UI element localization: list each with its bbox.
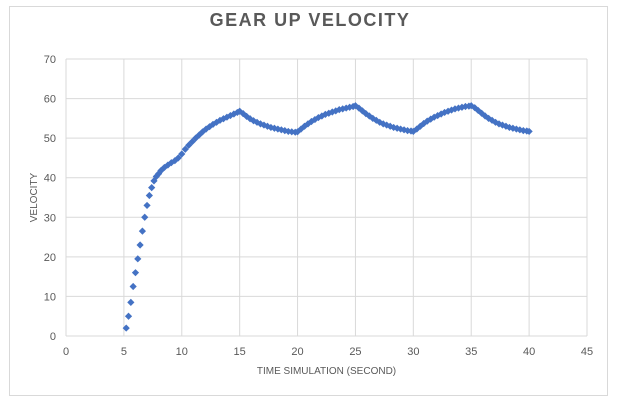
data-point — [300, 122, 309, 130]
data-point — [346, 103, 354, 111]
data-point — [253, 118, 261, 126]
data-point — [205, 123, 214, 131]
data-point — [420, 119, 428, 128]
data-point — [136, 241, 144, 249]
data-point — [212, 118, 221, 126]
data-point — [230, 110, 238, 118]
y-tick-label: 50 — [44, 133, 56, 145]
chart-area — [9, 6, 608, 396]
data-point — [143, 201, 151, 210]
data-point — [495, 120, 503, 128]
data-point — [409, 127, 417, 136]
x-tick-label: 45 — [581, 346, 593, 358]
data-point — [519, 127, 527, 135]
y-tick-label: 70 — [44, 54, 56, 66]
x-tick-label: 30 — [407, 346, 419, 358]
y-tick-label: 30 — [44, 212, 56, 224]
y-axis-label: VELOCITY — [29, 172, 40, 222]
data-point — [223, 113, 231, 121]
data-point — [311, 115, 319, 124]
data-point — [304, 120, 312, 128]
data-point — [512, 125, 520, 133]
data-point — [274, 125, 282, 133]
data-point — [293, 128, 302, 136]
data-point — [440, 108, 449, 117]
data-point — [122, 324, 130, 332]
data-point — [458, 103, 466, 111]
data-point — [339, 105, 347, 113]
data-point — [307, 117, 316, 126]
data-point — [488, 116, 496, 124]
data-point — [525, 127, 533, 136]
data-point — [249, 117, 258, 125]
data-point — [328, 108, 336, 116]
x-tick-label: 25 — [349, 346, 361, 358]
data-point — [138, 227, 147, 235]
data-point — [332, 107, 340, 115]
x-tick-label: 35 — [465, 346, 477, 358]
data-point — [484, 114, 493, 122]
data-point — [451, 105, 459, 113]
y-tick-label: 0 — [50, 331, 56, 343]
x-tick-label: 15 — [234, 346, 246, 358]
data-point — [379, 120, 387, 128]
data-point — [270, 124, 278, 132]
data-point — [131, 269, 140, 277]
data-point — [148, 184, 156, 192]
data-point — [423, 117, 431, 125]
x-tick-label: 5 — [121, 346, 127, 358]
data-point — [134, 255, 142, 263]
data-point — [267, 123, 275, 132]
data-point — [174, 154, 182, 162]
data-point — [145, 191, 153, 200]
data-point — [454, 104, 463, 112]
data-point — [516, 126, 524, 134]
data-point — [129, 282, 137, 291]
data-point — [403, 127, 412, 135]
data-point — [461, 102, 470, 111]
data-point — [498, 121, 507, 129]
data-point — [365, 112, 373, 120]
y-tick-label: 60 — [44, 94, 56, 106]
data-point — [478, 109, 486, 117]
data-point — [491, 118, 500, 126]
data-point — [243, 112, 251, 120]
data-point — [376, 118, 384, 126]
data-series — [122, 102, 533, 332]
data-point — [369, 114, 377, 122]
x-tick-label: 10 — [176, 346, 188, 358]
chart-title: GEAR UP VELOCITY — [209, 10, 411, 30]
x-tick-label: 20 — [291, 346, 303, 358]
data-point — [141, 213, 149, 221]
data-point — [383, 121, 391, 129]
tick-labels: 0 10 20 30 40 50 60 70 0 5 10 15 20 25 30 35 40 45 — [44, 54, 593, 358]
data-point — [386, 122, 394, 130]
y-tick-label: 20 — [44, 252, 56, 264]
data-point — [256, 120, 265, 128]
gridlines — [65, 58, 588, 337]
y-tick-label: 40 — [44, 173, 56, 185]
data-point — [342, 104, 350, 112]
data-point — [263, 122, 272, 130]
x-tick-label: 40 — [523, 346, 535, 358]
data-point — [127, 298, 135, 306]
data-point — [447, 106, 456, 114]
data-point — [181, 145, 189, 153]
data-point — [178, 150, 186, 158]
x-tick-label: 0 — [63, 346, 69, 358]
data-point — [413, 125, 421, 133]
data-point — [416, 122, 424, 130]
data-point — [124, 312, 133, 320]
data-point — [335, 106, 343, 114]
y-tick-label: 10 — [44, 291, 56, 303]
x-axis-label: TIME SIMULATION (SECOND) — [257, 366, 396, 377]
